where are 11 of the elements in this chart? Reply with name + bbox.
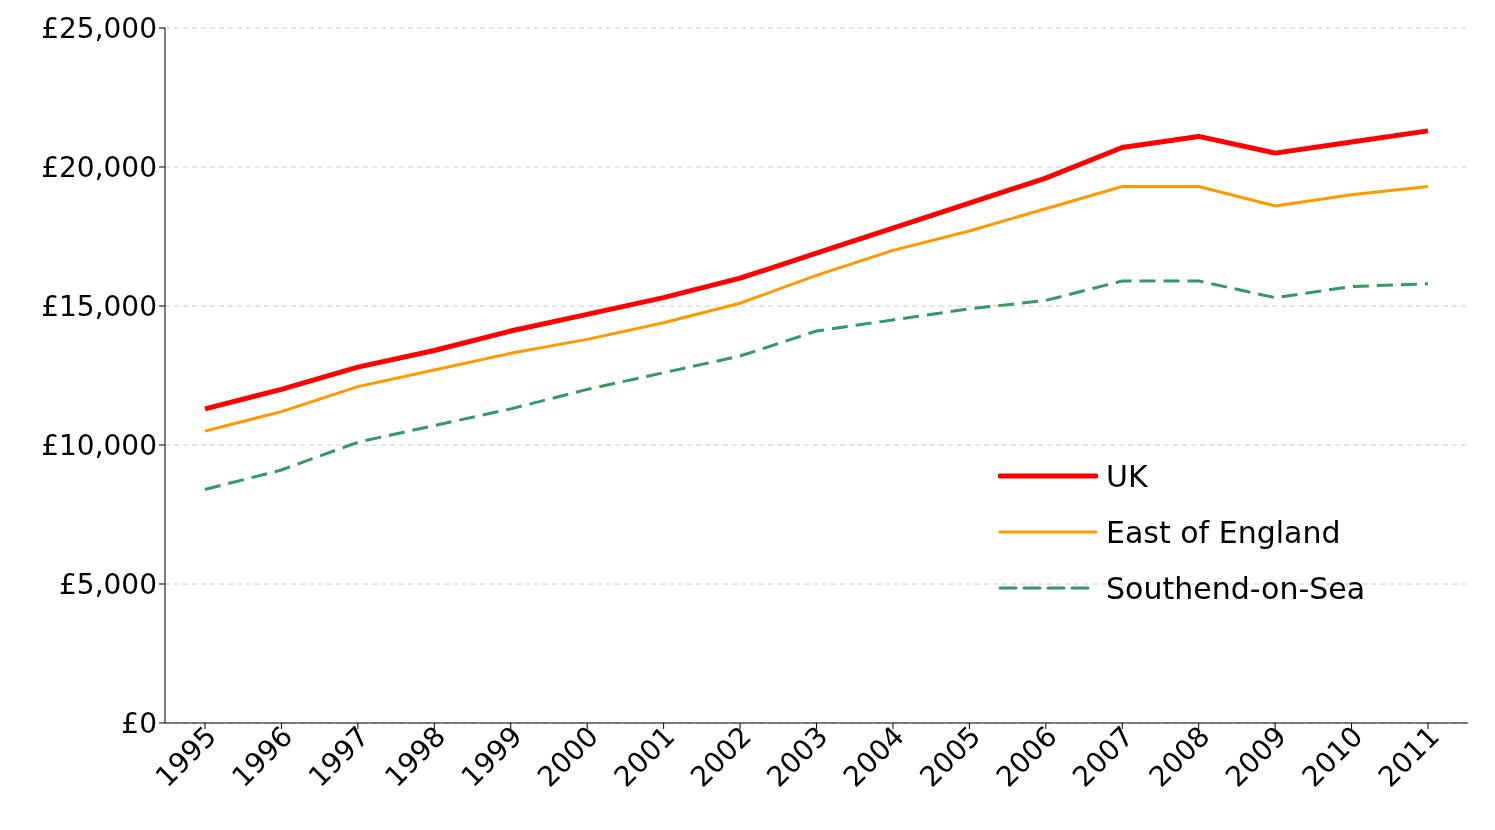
legend-label: UK — [1106, 458, 1148, 494]
legend-label: Southend-on-Sea — [1106, 570, 1366, 606]
y-tick-label: £20,000 — [41, 150, 157, 184]
y-tick-label: £0 — [121, 706, 157, 740]
y-tick-label: £10,000 — [41, 428, 157, 462]
line-series — [203, 279, 1430, 491]
y-tick-label: £5,000 — [59, 567, 157, 601]
y-tick-label: £15,000 — [41, 289, 157, 323]
y-tick-label: £25,000 — [41, 11, 157, 45]
legend-label: East of England — [1106, 514, 1341, 550]
line-series — [203, 184, 1430, 433]
